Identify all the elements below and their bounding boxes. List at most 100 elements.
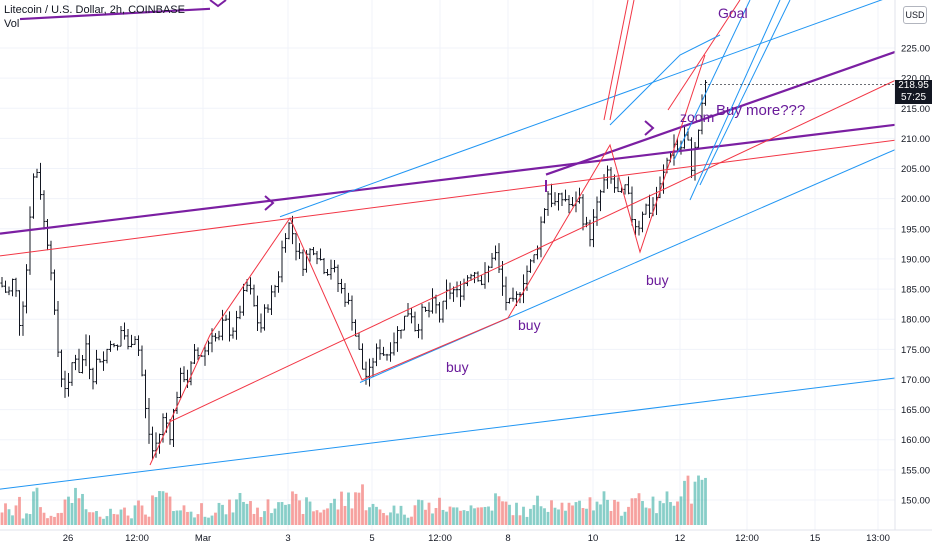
volume-bar <box>53 516 56 525</box>
ohlc-bar <box>196 347 200 360</box>
ohlc-bar <box>658 176 662 199</box>
volume-bar <box>25 513 28 525</box>
ohlc-bar <box>577 187 582 204</box>
ohlc-bar <box>346 292 351 305</box>
volume-bar <box>91 512 95 525</box>
volume-bar <box>4 503 7 525</box>
ohlc-bar <box>297 243 302 259</box>
currency-button[interactable]: USD <box>903 6 927 24</box>
volume-bar <box>665 491 669 525</box>
last-price-value: 218.95 <box>898 80 929 91</box>
volume-bar <box>7 509 11 525</box>
volume-bar <box>60 512 63 525</box>
volume-bar <box>165 492 168 525</box>
ohlc-bar <box>14 277 18 297</box>
ohlc-bar <box>388 342 393 362</box>
ohlc-bar <box>10 278 15 297</box>
volume-bar <box>144 514 147 525</box>
annotations: Goal Buy more???zoom buy buy buy <box>446 5 805 375</box>
time-axis: 26 12:00 Mar 3 5 12:00 8 10 12 12:00 15 13:00 <box>0 529 932 550</box>
ohlc-bar <box>689 137 694 178</box>
volume-bar <box>0 512 4 525</box>
volume-bar <box>588 497 592 525</box>
ohlc-bar <box>84 334 88 367</box>
ohlc-bar <box>133 336 137 345</box>
volume-bar <box>623 511 627 525</box>
volume-bar <box>151 495 154 525</box>
volume-bar <box>266 499 270 525</box>
volume-bar <box>252 513 256 525</box>
volume-bar <box>683 480 686 525</box>
ohlc-bar <box>395 326 400 352</box>
ohlc-bar <box>238 305 242 320</box>
volume-bar <box>231 512 235 525</box>
symbol-title: Litecoin / U.S. Dollar, 2h, COINBASE <box>4 4 185 16</box>
volume-bar <box>158 491 161 525</box>
price-tick-label: 165.00 <box>901 405 930 416</box>
ohlc-bar <box>17 290 22 336</box>
ohlc-bar <box>553 192 557 206</box>
ohlc-bar <box>105 348 109 364</box>
time-tick-label: 13:00 <box>866 533 890 544</box>
annotation-label: buy <box>646 272 669 288</box>
volume-bar <box>217 502 221 525</box>
volume-bar <box>427 502 431 525</box>
ohlc-bar <box>77 348 81 374</box>
volume-bar <box>480 507 483 525</box>
volume-bar <box>11 515 14 525</box>
ohlc-bar <box>465 275 470 287</box>
volume-bar <box>399 505 403 525</box>
volume-bar <box>228 499 231 525</box>
time-tick-label: 10 <box>588 533 599 544</box>
blue-upper-channel <box>279 0 883 218</box>
volume-bar <box>382 512 385 525</box>
volume-bar <box>501 501 504 525</box>
volume-bar <box>504 501 508 525</box>
volume-bar <box>413 505 417 525</box>
volume-bar <box>546 511 550 525</box>
volume-bar <box>18 496 21 525</box>
volume-indicator-label[interactable]: Vol <box>4 18 20 30</box>
ohlc-bar <box>192 343 197 364</box>
volume-bar <box>648 508 651 525</box>
ohlc-bar <box>129 334 134 348</box>
volume-bar <box>193 517 196 525</box>
volume-bar <box>77 498 81 525</box>
ohlc-bar <box>24 264 29 314</box>
volume-bar <box>431 513 434 525</box>
ohlc-bar <box>294 233 298 261</box>
drawing-lines <box>0 0 932 490</box>
ohlc-bar <box>546 191 550 216</box>
volume-bar <box>70 502 74 525</box>
volume-bar <box>109 508 112 525</box>
volume-bar <box>270 513 273 525</box>
volume-bar <box>574 502 578 525</box>
ohlc-bar <box>126 328 130 350</box>
ohlc-bar <box>206 340 211 356</box>
ohlc-bar <box>528 259 533 273</box>
ohlc-bar <box>150 426 155 460</box>
volume-bar <box>256 507 259 525</box>
ohlc-bar <box>367 358 372 387</box>
volume-bar <box>39 507 42 525</box>
fork-median <box>609 34 721 126</box>
volume-bar <box>630 498 634 525</box>
chart-grid <box>0 0 895 530</box>
ohlc-bar <box>301 249 305 277</box>
volume-bar <box>644 507 648 525</box>
volume-bar <box>168 496 172 525</box>
ohlc-bar <box>234 310 239 340</box>
volume-bar <box>658 500 662 525</box>
volume-bar <box>242 501 245 525</box>
ohlc-bar <box>563 189 568 202</box>
volume-bar <box>305 497 308 525</box>
ohlc-bar <box>182 366 186 383</box>
volume-bar <box>672 505 676 525</box>
ohlc-bar <box>252 284 256 307</box>
ohlc-bar <box>112 343 116 348</box>
volume-bar <box>35 487 39 525</box>
volume-bar <box>511 515 515 525</box>
time-axis-bg <box>0 530 932 550</box>
ohlc-bar <box>374 343 379 367</box>
